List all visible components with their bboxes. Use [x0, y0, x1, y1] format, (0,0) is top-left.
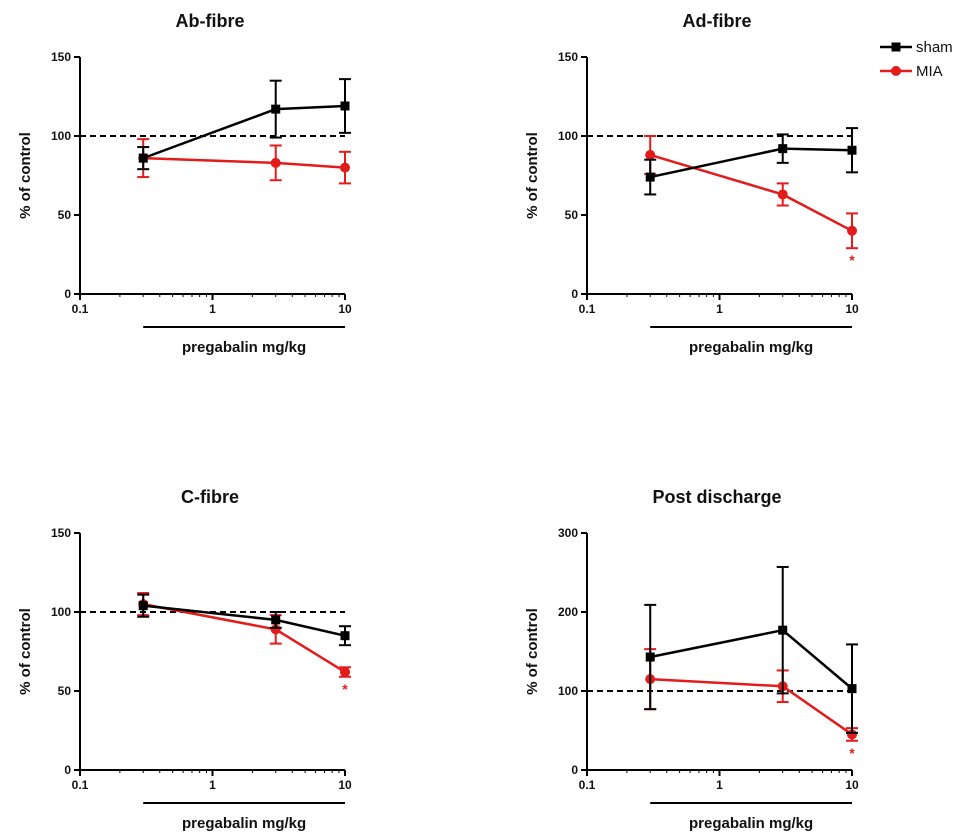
- series-mia: [137, 138, 351, 185]
- legend-marker: [891, 42, 901, 52]
- y-tick-label: 50: [58, 684, 72, 698]
- data-point: [645, 652, 655, 662]
- legend-label: sham: [916, 39, 953, 56]
- y-axis-label: % of control: [17, 608, 34, 695]
- x-tick-label: 0.1: [72, 778, 89, 792]
- data-point: [778, 144, 788, 154]
- chart-title: Ad-fibre: [683, 11, 752, 31]
- y-tick-label: 100: [558, 129, 578, 143]
- data-point: [340, 101, 350, 111]
- legend: sham MIA: [880, 39, 953, 80]
- y-tick-label: 150: [558, 50, 578, 64]
- y-tick-label: 100: [51, 605, 71, 619]
- chart-title: C-fibre: [181, 487, 239, 507]
- series-line: [143, 156, 346, 169]
- x-tick-label: 0.1: [72, 302, 89, 316]
- data-point: [270, 157, 281, 168]
- y-tick-label: 50: [565, 208, 579, 222]
- y-tick-label: 150: [51, 50, 71, 64]
- chart-panel-4: Post discharge 0 100 200 300 0.1 1 10 pregabalin…: [524, 487, 859, 832]
- x-tick-label: 10: [338, 778, 352, 792]
- x-tick-label: 1: [716, 778, 723, 792]
- y-tick-label: 200: [558, 605, 578, 619]
- data-point: [138, 601, 148, 611]
- data-point: [645, 172, 655, 182]
- legend-label: MIA: [916, 63, 943, 80]
- y-axis-label: % of control: [524, 132, 541, 219]
- x-tick-label: 0.1: [579, 302, 596, 316]
- x-axis-label: pregabalin mg/kg: [182, 339, 306, 356]
- series-line: [143, 604, 346, 637]
- y-tick-label: 0: [64, 763, 71, 777]
- chart-panel-1: Ab-fibre 0 50 100 150 0.1 1 10 pregabalin mg/kg%…: [17, 11, 352, 356]
- data-point: [138, 153, 148, 163]
- data-point: [271, 615, 281, 625]
- x-axis-label: pregabalin mg/kg: [689, 339, 813, 356]
- series-line: [649, 153, 853, 232]
- data-point: [847, 684, 857, 694]
- legend-item-mia: MIA: [880, 63, 943, 80]
- series-sham: [644, 565, 858, 734]
- data-point: [340, 631, 350, 641]
- y-tick-label: 0: [571, 287, 578, 301]
- y-tick-label: 0: [64, 287, 71, 301]
- y-tick-label: 50: [58, 208, 72, 222]
- x-tick-label: 10: [338, 302, 352, 316]
- legend-item-sham: sham: [880, 39, 953, 56]
- series-line: [142, 602, 346, 674]
- y-tick-label: 100: [51, 129, 71, 143]
- y-tick-label: 150: [51, 526, 71, 540]
- chart-title: Ab-fibre: [176, 11, 245, 31]
- data-point: [847, 145, 857, 155]
- y-tick-label: 300: [558, 526, 578, 540]
- legend-marker: [891, 66, 901, 76]
- data-point: [271, 104, 281, 114]
- x-tick-label: 1: [716, 302, 723, 316]
- chart-panel-2: Ad-fibre 0 50 100 150 0.1 1 10 pregabalin mg/kg%…: [524, 11, 859, 356]
- x-axis-label: pregabalin mg/kg: [182, 815, 306, 832]
- data-point: [340, 667, 350, 678]
- data-point: [847, 225, 857, 236]
- significance-mark: *: [849, 252, 855, 268]
- data-point: [778, 625, 788, 635]
- x-tick-label: 10: [845, 302, 859, 316]
- chart-title: Post discharge: [652, 487, 781, 507]
- x-tick-label: 1: [209, 302, 216, 316]
- series-sham: [137, 78, 351, 171]
- series-line: [650, 677, 853, 736]
- data-point: [645, 149, 656, 160]
- y-tick-label: 0: [571, 763, 578, 777]
- x-tick-label: 0.1: [579, 778, 596, 792]
- x-tick-label: 1: [209, 778, 216, 792]
- x-axis-label: pregabalin mg/kg: [689, 815, 813, 832]
- x-tick-label: 10: [845, 778, 859, 792]
- series-sham: [644, 127, 858, 196]
- significance-mark: *: [849, 745, 855, 761]
- chart-panel-3: C-fibre 0 50 100 150 0.1 1 10 pregabalin mg/kg % …: [17, 487, 352, 832]
- y-axis-label: % of control: [17, 132, 34, 219]
- data-point: [777, 189, 788, 200]
- significance-mark: *: [342, 681, 348, 697]
- y-axis-label: % of control: [524, 608, 541, 695]
- series-line: [142, 104, 346, 160]
- data-point: [340, 162, 350, 173]
- series-sham: [137, 593, 351, 647]
- y-tick-label: 100: [558, 684, 578, 698]
